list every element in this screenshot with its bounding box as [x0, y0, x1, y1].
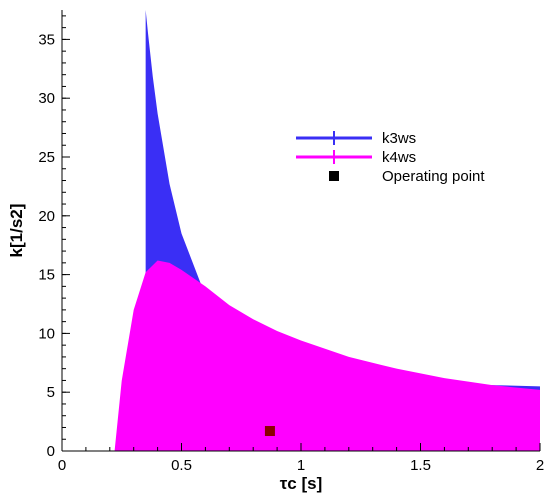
y-tick-label: 20: [38, 208, 55, 225]
y-tick-label: 0: [47, 443, 55, 460]
y-tick-label: 10: [38, 325, 55, 342]
plot-area: [114, 10, 540, 451]
legend-label-operating-point: Operating point: [382, 168, 485, 185]
y-axis-title: k[1/s2]: [7, 204, 26, 258]
legend-label-k4ws: k4ws: [382, 149, 416, 166]
x-axis-title: τc [s]: [280, 474, 323, 493]
x-tick-label: 1: [297, 457, 305, 474]
legend: k3ws k4ws Operating point: [296, 130, 485, 185]
y-tick-label: 25: [38, 149, 55, 166]
x-tick-label: 0.5: [171, 457, 192, 474]
y-tick-label: 5: [47, 384, 55, 401]
series-area-k4ws: [114, 260, 540, 451]
legend-marker-operating-point: [329, 171, 339, 181]
legend-label-k3ws: k3ws: [382, 130, 416, 147]
y-tick-label: 35: [38, 31, 55, 48]
x-tick-label: 2: [536, 457, 544, 474]
y-tick-label: 15: [38, 267, 55, 284]
y-tick-label: 30: [38, 90, 55, 107]
x-tick-label: 0: [58, 457, 66, 474]
operating-point-marker: [264, 426, 275, 437]
x-tick-label: 1.5: [410, 457, 431, 474]
